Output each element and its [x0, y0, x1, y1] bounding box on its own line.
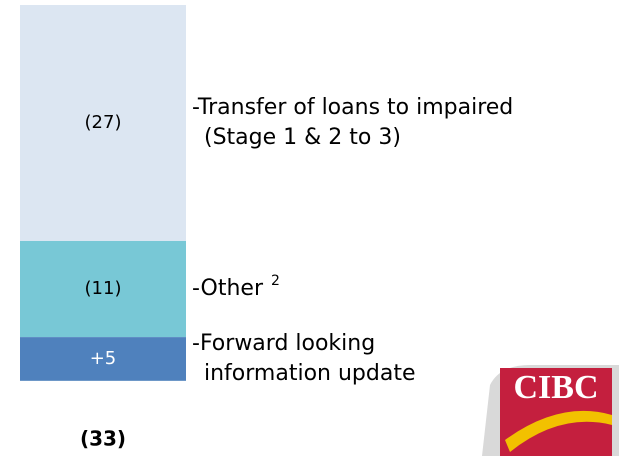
logo: CIBC [482, 365, 619, 456]
total-label: (33) [80, 427, 126, 451]
value-label: +5 [90, 348, 117, 369]
description: -Other 2 [192, 273, 280, 301]
logo-text: CIBC [513, 369, 598, 406]
value-label: (11) [85, 278, 122, 299]
description: (Stage 1 & 2 to 3) [204, 125, 401, 150]
footnote: 2 [271, 273, 280, 289]
logo-swoosh [505, 410, 612, 452]
description: -Forward looking [192, 331, 375, 356]
bar-segment [20, 5, 186, 241]
bar-segment [20, 240, 186, 338]
description: -Transfer of loans to impaired [192, 95, 513, 120]
value-label: (27) [85, 112, 122, 133]
bar-segment [20, 337, 186, 381]
description: information update [204, 361, 415, 386]
